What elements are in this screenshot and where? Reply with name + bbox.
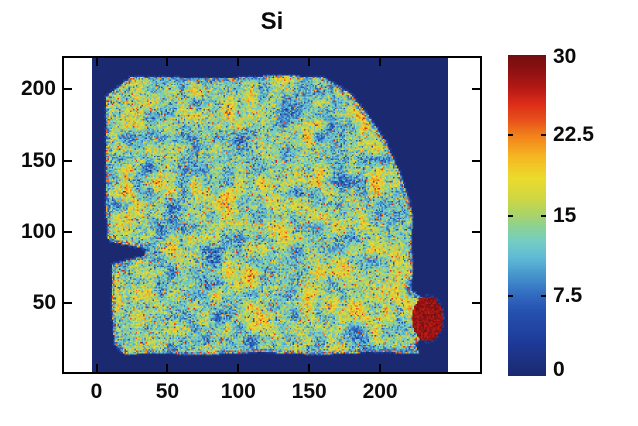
x-tick-label: 0 (90, 380, 103, 403)
axis-tick-mark (472, 159, 480, 162)
axis-tick-mark (95, 364, 98, 372)
x-tick-label: 150 (291, 380, 327, 403)
axis-tick-mark (379, 364, 382, 372)
y-tick-label: 150 (20, 148, 56, 172)
colorbar-tick-label: 15 (553, 203, 577, 227)
axis-tick-mark (95, 58, 98, 66)
axis-tick-mark (64, 301, 72, 304)
axis-tick-mark (64, 159, 72, 162)
colorbar-tick-label: 30 (553, 45, 577, 68)
colorbar-tick-label: 7.5 (553, 283, 583, 307)
colorbar-gradient (508, 55, 546, 376)
axis-tick-mark (472, 88, 480, 91)
x-tick-label: 200 (362, 380, 398, 403)
colorbar-tick-mark (541, 134, 546, 137)
colorbar-tick-label: 22.5 (553, 123, 594, 147)
chart-title: Si (260, 8, 284, 35)
axis-tick-mark (166, 364, 169, 372)
axis-tick-mark (308, 58, 311, 66)
y-tick-label: 100 (20, 219, 56, 243)
axis-tick-mark (166, 58, 169, 66)
axis-tick-mark (379, 58, 382, 66)
colorbar-tick-mark (508, 134, 513, 137)
axis-tick-mark (472, 230, 480, 233)
x-tick-label: 100 (220, 380, 256, 403)
axis-tick-mark (64, 230, 72, 233)
axis-tick-mark (237, 58, 240, 66)
colorbar-tick-mark (508, 214, 513, 217)
colorbar-tick-label: 0 (553, 358, 565, 381)
heatmap-canvas (92, 57, 448, 373)
axis-tick-mark (64, 88, 72, 91)
y-tick-label: 50 (32, 290, 56, 314)
y-tick-label: 200 (20, 77, 56, 101)
axis-tick-mark (237, 364, 240, 372)
colorbar-tick-mark (541, 294, 546, 297)
axis-tick-mark (472, 301, 480, 304)
colorbar-tick-mark (508, 294, 513, 297)
colorbar-tick-mark (541, 214, 546, 217)
x-tick-label: 50 (155, 380, 180, 403)
axis-tick-mark (308, 364, 311, 372)
